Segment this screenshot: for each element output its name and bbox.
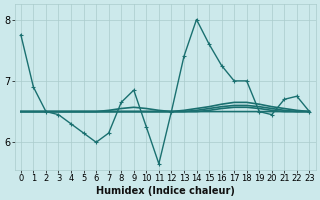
X-axis label: Humidex (Indice chaleur): Humidex (Indice chaleur)	[96, 186, 235, 196]
